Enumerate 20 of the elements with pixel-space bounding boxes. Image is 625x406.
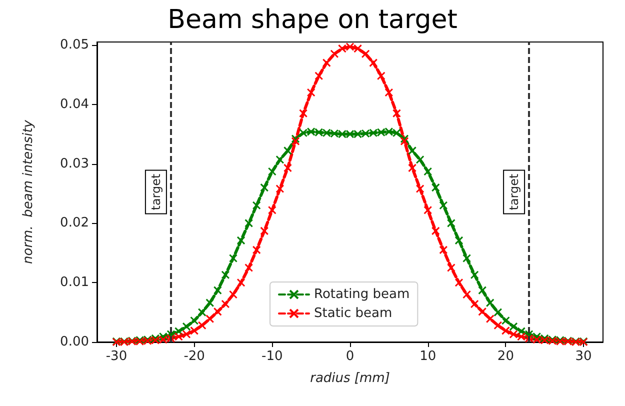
- y-tick-label: 0.01: [60, 275, 89, 290]
- x-tick-label: -30: [106, 349, 128, 364]
- y-tick-label: 0.02: [60, 216, 89, 231]
- y-tick-label: 0.05: [60, 37, 89, 52]
- y-tick-label: 0.04: [60, 96, 89, 112]
- x-axis-title: radius [mm]: [310, 371, 390, 386]
- chart-title: Beam shape on target: [168, 5, 458, 35]
- y-axis-title: norm. beam intensity: [21, 120, 36, 264]
- y-tick-label: 0.00: [60, 334, 89, 350]
- x-tick-label: 20: [497, 349, 514, 364]
- legend-label: Static beam: [314, 306, 392, 321]
- x-tick-label: 0: [346, 349, 354, 364]
- x-tick-label: 30: [575, 349, 592, 364]
- x-tick-label: -10: [262, 349, 283, 364]
- x-tick-label: -20: [184, 349, 205, 364]
- x-tick-label: 10: [420, 349, 436, 364]
- legend-label: Rotating beam: [314, 287, 410, 302]
- ref-line-label: target: [148, 173, 163, 210]
- y-tick-label: 0.03: [60, 156, 89, 172]
- ref-line-label: target: [507, 173, 522, 210]
